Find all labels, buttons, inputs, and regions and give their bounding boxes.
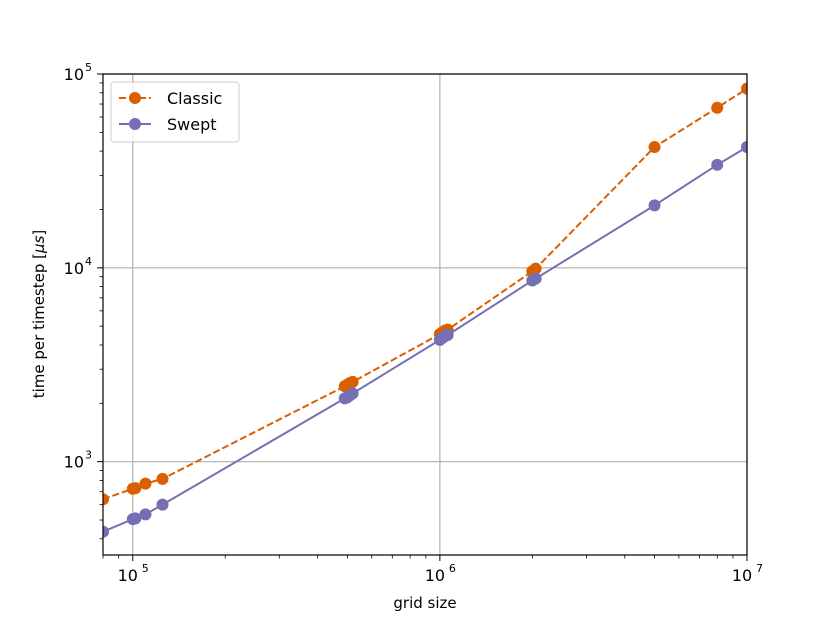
plot-frame xyxy=(102,73,748,556)
legend-classic-label: Classic xyxy=(167,89,222,108)
legend: Classic Swept xyxy=(110,81,240,143)
data-point-swept xyxy=(529,272,542,285)
x-tick-label: 10 xyxy=(425,566,445,585)
legend-swept-label: Swept xyxy=(167,115,217,134)
legend-swept-marker xyxy=(129,118,141,130)
y-tick-label: 10 xyxy=(64,65,84,84)
data-point-classic xyxy=(648,141,661,154)
y-tick-exponent: 3 xyxy=(85,449,92,462)
data-point-classic xyxy=(129,482,142,495)
data-point-classic xyxy=(156,472,169,485)
data-point-swept xyxy=(103,525,109,538)
y-tick-label: 10 xyxy=(64,259,84,278)
y-tick-exponent: 5 xyxy=(85,61,92,74)
data-point-swept xyxy=(129,512,142,525)
data-point-classic xyxy=(741,82,747,95)
y-tick-exponent: 4 xyxy=(85,255,92,268)
data-point-classic xyxy=(529,262,542,275)
x-tick-label: 10 xyxy=(732,566,752,585)
x-tick-exponent: 7 xyxy=(756,562,763,575)
x-tick-label: 10 xyxy=(118,566,138,585)
data-point-classic xyxy=(139,477,152,490)
legend-classic-marker xyxy=(129,92,141,104)
data-point-swept xyxy=(741,141,747,154)
y-axis-label: time per timestep [μs] xyxy=(30,230,48,399)
data-point-swept xyxy=(139,508,152,521)
data-point-swept xyxy=(648,199,661,212)
data-point-swept xyxy=(441,329,454,342)
x-axis-label: grid size xyxy=(393,594,456,612)
data-point-swept xyxy=(711,158,724,171)
data-point-classic xyxy=(103,493,109,506)
x-tick-exponent: 6 xyxy=(449,562,456,575)
x-tick-exponent: 5 xyxy=(142,562,149,575)
plot-background xyxy=(103,74,747,555)
data-point-swept xyxy=(346,387,359,400)
tick-labels: 10 5 10 6 10 710 310 410 5 xyxy=(64,61,763,585)
data-point-classic xyxy=(346,375,359,388)
data-point-swept xyxy=(156,498,169,511)
data-point-classic xyxy=(711,101,724,114)
y-tick-label: 10 xyxy=(64,453,84,472)
series-layer xyxy=(103,82,747,538)
ticks xyxy=(97,73,748,561)
